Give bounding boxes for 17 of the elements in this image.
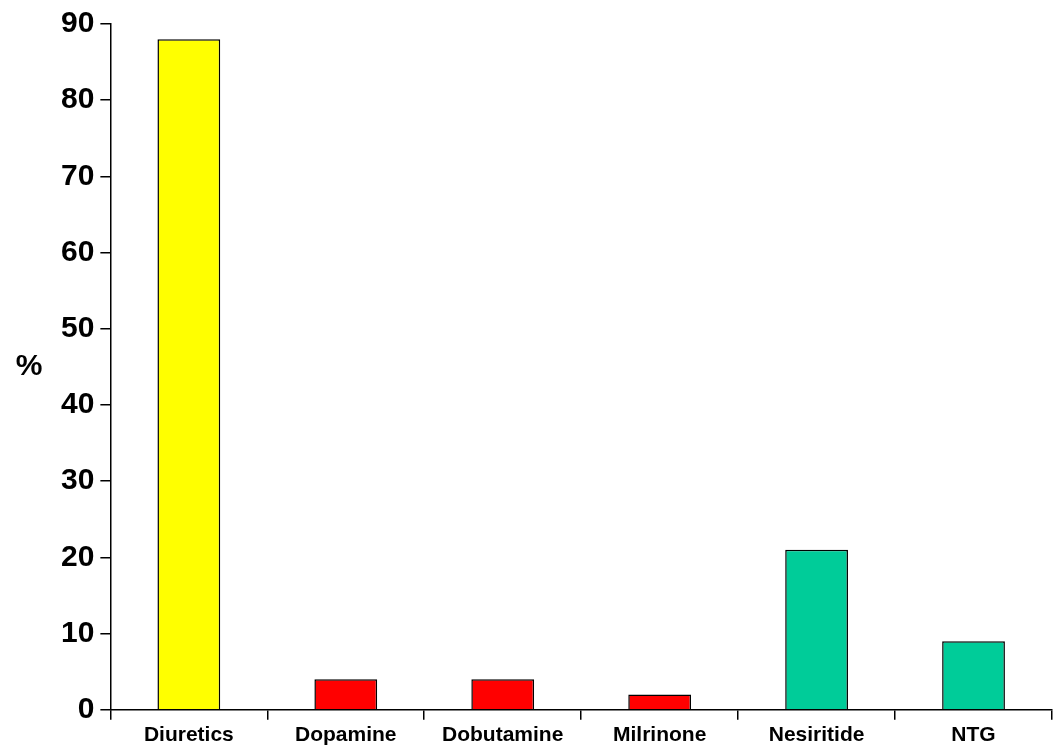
y-axis-title: % bbox=[15, 348, 43, 382]
y-tick-label: 30 bbox=[60, 462, 95, 496]
y-tick-label: 80 bbox=[60, 81, 95, 115]
x-tick-label: Dopamine bbox=[295, 722, 397, 746]
y-tick-label: 20 bbox=[60, 538, 95, 572]
y-tick-label: 50 bbox=[60, 310, 95, 344]
y-tick-label: 10 bbox=[60, 614, 95, 648]
x-tick-label: Dobutamine bbox=[442, 722, 564, 746]
x-tick-label: NTG bbox=[951, 722, 996, 746]
y-tick-label: 40 bbox=[60, 386, 95, 420]
x-tick-label: Milrinone bbox=[612, 722, 707, 746]
y-tick-label: 90 bbox=[60, 5, 95, 39]
y-tick-label: 0 bbox=[77, 691, 95, 725]
x-tick-label: Diuretics bbox=[143, 722, 234, 746]
x-tick-label: Nesiritide bbox=[768, 722, 865, 746]
y-tick-label: 60 bbox=[60, 233, 95, 267]
y-tick-label: 70 bbox=[60, 157, 95, 191]
